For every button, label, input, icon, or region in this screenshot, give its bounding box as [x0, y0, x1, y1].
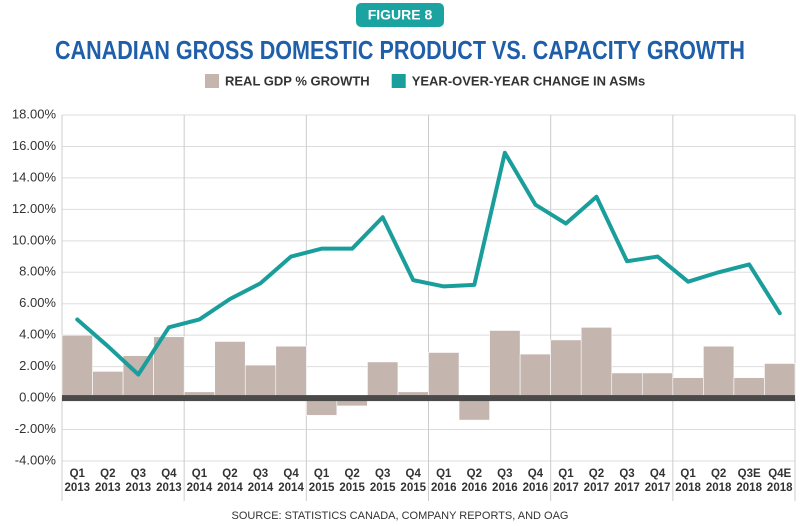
x-tick-label: Q1 2013: [64, 468, 91, 494]
bar: [458, 397, 490, 421]
x-tick-label: Q4 2016: [522, 468, 549, 494]
badge-box: [356, 3, 444, 27]
y-tick-label: -2.00%: [15, 421, 57, 436]
x-tick-label: Q3 2017: [614, 468, 640, 494]
y-tick-label: -4.00%: [15, 452, 57, 467]
x-tick-label: Q2 2016: [461, 468, 488, 494]
legend-swatch: [205, 74, 219, 88]
badge: FIGURE 8: [368, 7, 433, 23]
legend-label: YEAR-OVER-YEAR CHANGE IN ASMs: [412, 73, 646, 88]
x-tick-label: Q2 2013: [95, 468, 121, 494]
y-tick-label: 4.00%: [19, 327, 56, 342]
x-tick-label: Q3 2013: [125, 468, 152, 494]
x-tick-label: Q1 2015: [308, 468, 335, 494]
x-tick-label: Q1 2014: [186, 468, 213, 494]
bar: [214, 341, 246, 399]
bar: [672, 377, 704, 399]
x-tick-label: Q1 2016: [430, 468, 457, 494]
y-tick-label: 0.00%: [19, 390, 56, 405]
x-tick-label: Q4 2014: [278, 468, 304, 494]
y-tick-label: 18.00%: [12, 106, 57, 121]
x-tick-label: Q2 2017: [583, 468, 610, 494]
bar: [611, 372, 643, 399]
bar: [519, 353, 551, 399]
bar: [153, 336, 185, 399]
x-tick-label: Q1 2018: [675, 468, 701, 494]
y-tick-label: 6.00%: [19, 295, 56, 310]
x-tick-label: Q3 2015: [369, 468, 396, 494]
x-tick-label: Q1 2017: [553, 468, 579, 494]
bar: [764, 363, 796, 399]
bar: [275, 345, 307, 399]
bar: [367, 361, 399, 399]
line: [75, 150, 782, 377]
x-tick-label: Q4 2013: [156, 468, 182, 494]
x-tick-label: Q2 2015: [339, 468, 365, 494]
bar: [61, 334, 93, 399]
bar: [244, 364, 277, 399]
x-tick-label: Q2 2018: [705, 468, 732, 494]
x-tick-label: Q2 2014: [217, 468, 243, 494]
x-tick-label: Q4 2015: [400, 468, 427, 494]
y-tick-label: 10.00%: [12, 232, 57, 247]
x-tick-label: Q3E 2018: [736, 468, 762, 494]
y-tick-label: 2.00%: [19, 358, 56, 373]
bar: [550, 339, 582, 399]
legend-label: REAL GDP % GROWTH: [225, 73, 370, 88]
bar: [428, 352, 460, 399]
bar: [641, 372, 674, 399]
y-tick-label: 12.00%: [12, 201, 57, 216]
y-tick-label: 16.00%: [12, 138, 57, 153]
legend-swatch: [391, 74, 406, 88]
y-tick-label: 8.00%: [19, 264, 56, 279]
chart-title: CANADIAN GROSS DOMESTIC PRODUCT VS. CAPA…: [55, 35, 745, 65]
bar: [733, 377, 765, 399]
bar: [580, 327, 613, 399]
source: SOURCE: STATISTICS CANADA, COMPANY REPOR…: [232, 510, 569, 522]
bar: [489, 330, 521, 399]
x-tick-label: Q3 2014: [247, 468, 274, 494]
y-tick-label: 14.00%: [12, 169, 57, 184]
bar: [703, 345, 735, 399]
bar: [92, 371, 124, 399]
x-tick-label: Q4E 2018: [766, 468, 793, 494]
x-tick-label: Q4 2017: [644, 468, 671, 494]
x-tick-label: Q3 2016: [492, 468, 518, 494]
zero-band: [62, 395, 795, 402]
